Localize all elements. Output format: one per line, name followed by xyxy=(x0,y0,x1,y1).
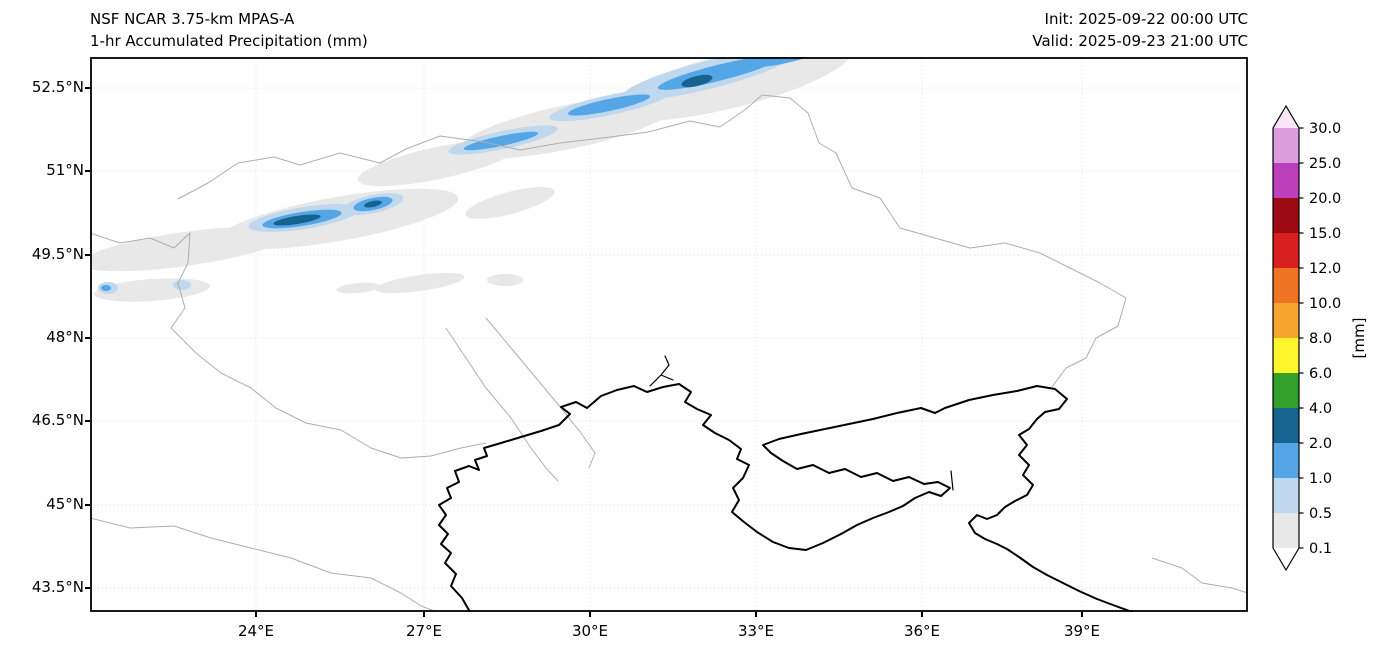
plot-title-block: NSF NCAR 3.75-km MPAS-A 1-hr Accumulated… xyxy=(90,8,368,52)
colorbar-tick-label: 30.0 xyxy=(1309,121,1341,137)
y-tick-mark xyxy=(85,587,90,589)
country-border xyxy=(1151,557,1248,594)
y-tick-label: 52.5°N xyxy=(31,78,84,96)
colorbar-segment xyxy=(1273,233,1299,268)
precip-shaded-area xyxy=(336,282,380,294)
x-tick-mark xyxy=(589,612,591,617)
colorbar-tick-label: 0.5 xyxy=(1309,506,1332,522)
colorbar-tick-label: 2.0 xyxy=(1309,436,1332,452)
y-tick-mark xyxy=(85,87,90,89)
valid-time-label: Valid: 2025-09-23 21:00 UTC xyxy=(1032,32,1248,50)
colorbar-tick-label: 15.0 xyxy=(1309,226,1341,242)
country-border xyxy=(90,517,438,612)
map-frame xyxy=(90,57,1248,612)
x-tick-label: 27°E xyxy=(405,622,443,640)
y-tick-label: 45°N xyxy=(46,495,84,513)
x-tick-label: 36°E xyxy=(903,622,941,640)
precip-shaded-area xyxy=(751,57,829,67)
x-tick-label: 24°E xyxy=(237,622,275,640)
country-border xyxy=(177,94,1127,388)
y-tick-label: 43.5°N xyxy=(31,578,84,596)
colorbar-tick-label: 10.0 xyxy=(1309,296,1341,312)
x-tick-label: 33°E xyxy=(737,622,775,640)
y-tick-label: 46.5°N xyxy=(31,411,84,429)
time-block: Init: 2025-09-22 00:00 UTC Valid: 2025-0… xyxy=(1032,8,1248,52)
estuary-line xyxy=(660,374,674,381)
precip-shaded-area xyxy=(173,280,191,290)
colorbar-segment xyxy=(1273,163,1299,198)
precip-shaded-area xyxy=(375,272,465,294)
coastline xyxy=(438,383,1133,612)
precip-shaded-area xyxy=(364,200,382,208)
colorbar-tick-label: 12.0 xyxy=(1309,261,1341,277)
colorbar-tick-label: 20.0 xyxy=(1309,191,1341,207)
y-tick-mark xyxy=(85,420,90,422)
precip-shaded-area xyxy=(567,94,651,116)
x-tick-mark xyxy=(255,612,257,617)
precip-shaded-area xyxy=(465,187,555,219)
colorbar-tick-label: 4.0 xyxy=(1309,401,1332,417)
precip-shaded-area xyxy=(273,214,321,226)
colorbar-segment xyxy=(1273,478,1299,513)
colorbar-segment xyxy=(1273,443,1299,478)
x-tick-mark xyxy=(1081,612,1083,617)
y-tick-mark xyxy=(85,170,90,172)
y-tick-label: 48°N xyxy=(46,328,84,346)
colorbar-segment xyxy=(1273,268,1299,303)
colorbar-segment xyxy=(1273,408,1299,443)
precip-shaded-area xyxy=(681,74,713,88)
init-time-label: Init: 2025-09-22 00:00 UTC xyxy=(1044,10,1248,28)
y-tick-mark xyxy=(85,337,90,339)
y-tick-mark xyxy=(85,504,90,506)
x-tick-label: 30°E xyxy=(571,622,609,640)
precip-shaded-area xyxy=(90,226,290,272)
y-tick-label: 49.5°N xyxy=(31,245,84,263)
colorbar-over-arrow xyxy=(1273,106,1299,128)
x-tick-mark xyxy=(423,612,425,617)
country-border xyxy=(445,327,559,482)
model-name-title: NSF NCAR 3.75-km MPAS-A xyxy=(90,10,295,28)
colorbar-units-label: [mm] xyxy=(1350,318,1368,359)
colorbar-under-arrow xyxy=(1273,548,1299,570)
colorbar-segment xyxy=(1273,513,1299,548)
country-border xyxy=(485,317,596,469)
precip-shaded-area xyxy=(463,131,539,151)
colorbar-tick-label: 1.0 xyxy=(1309,471,1332,487)
variable-subtitle: 1-hr Accumulated Precipitation (mm) xyxy=(90,32,368,50)
map-plot-canvas xyxy=(90,57,1248,612)
x-tick-label: 39°E xyxy=(1063,622,1101,640)
x-tick-mark xyxy=(755,612,757,617)
y-tick-label: 51°N xyxy=(46,161,84,179)
precip-shaded-area xyxy=(101,285,111,291)
colorbar: 30.0 25.0 20.0 15.0 12.0 10.0 8.0 6.0 4.0 2.0 1.0 0… xyxy=(1272,104,1368,572)
country-border xyxy=(90,232,487,459)
estuary-line xyxy=(950,470,954,491)
y-tick-mark xyxy=(85,254,90,256)
colorbar-tick-label: 0.1 xyxy=(1309,541,1332,557)
colorbar-tick-label: 25.0 xyxy=(1309,156,1341,172)
colorbar-segment xyxy=(1273,338,1299,373)
x-tick-mark xyxy=(921,612,923,617)
colorbar-tick-label: 8.0 xyxy=(1309,331,1332,347)
colorbar-segment xyxy=(1273,303,1299,338)
estuary-line xyxy=(649,355,670,387)
colorbar-segment xyxy=(1273,373,1299,408)
colorbar-segment xyxy=(1273,198,1299,233)
colorbar-segment xyxy=(1273,128,1299,163)
precip-shaded-area xyxy=(487,274,523,286)
colorbar-tick-label: 6.0 xyxy=(1309,366,1332,382)
